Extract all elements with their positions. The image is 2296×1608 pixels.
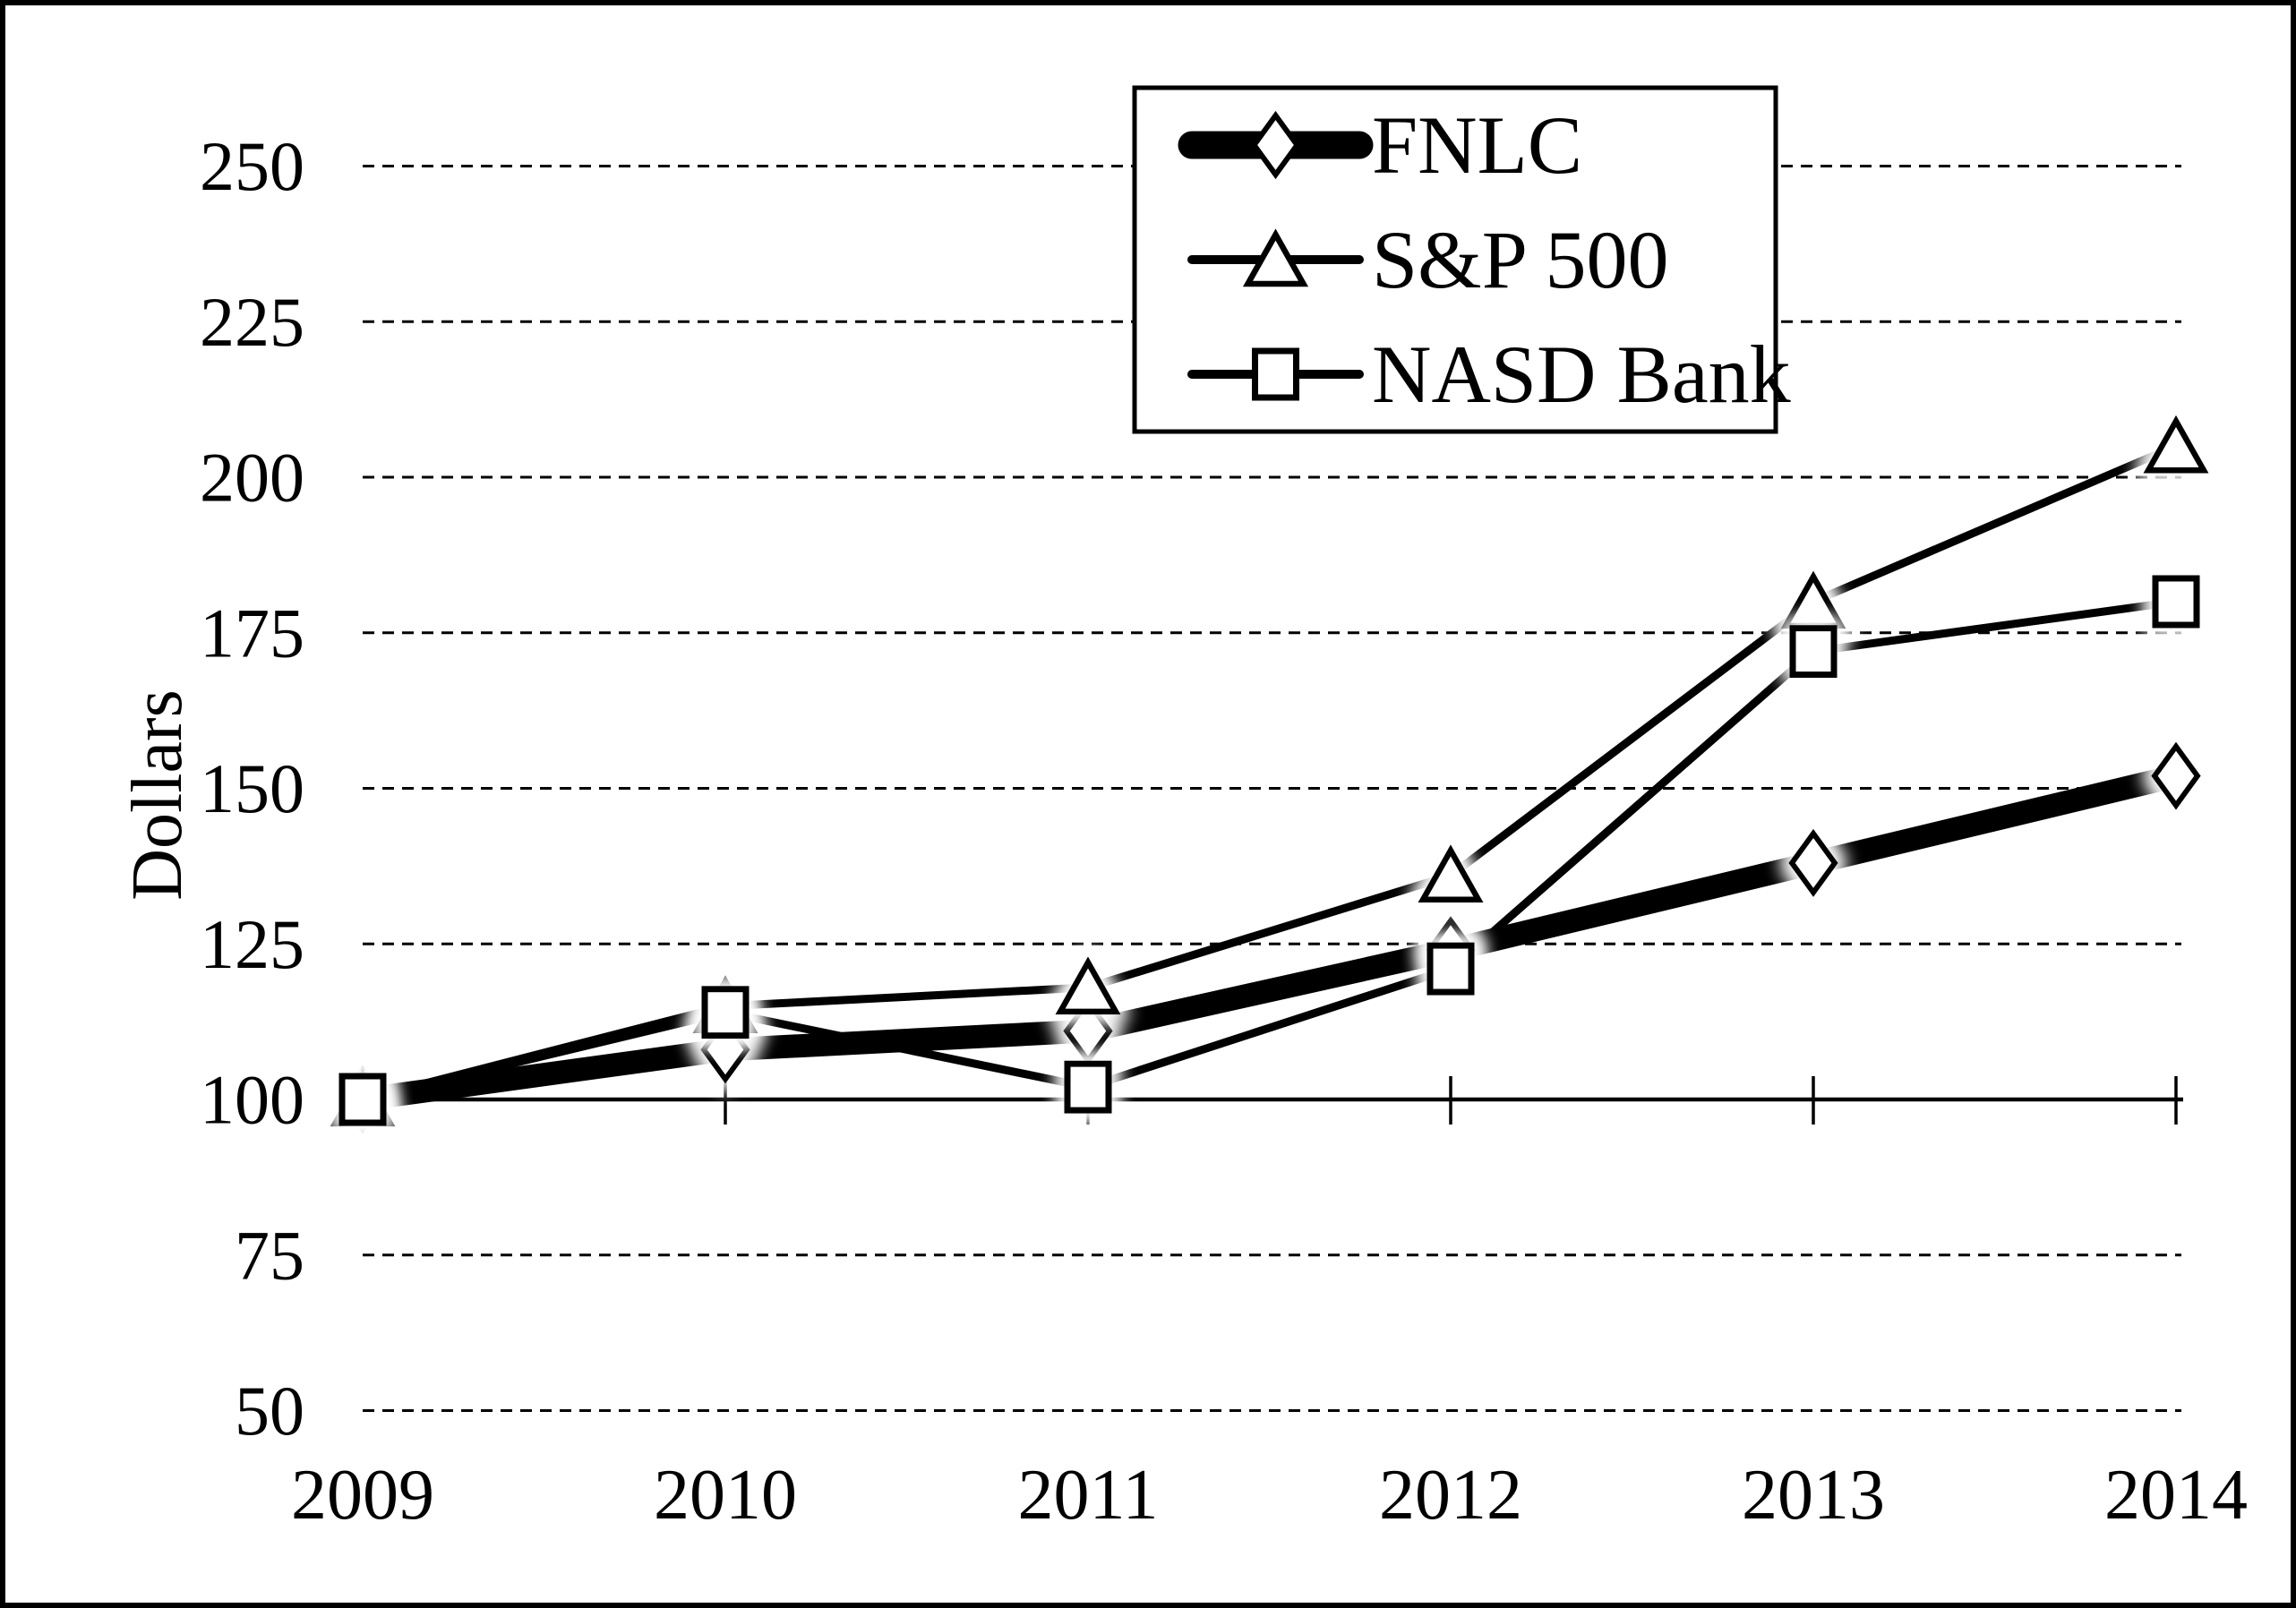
y-tick-label-75: 75 — [235, 1216, 304, 1294]
series-line-square — [358, 597, 2180, 1104]
y-axis-title-layer: Dollars — [118, 689, 197, 901]
y-tick-labels: 250 225 200 175 150 125 100 75 50 — [200, 127, 304, 1450]
marker-triangle-2011 — [1055, 956, 1121, 1015]
marker-square-2010 — [701, 986, 750, 1039]
x-tick-label-2014: 2014 — [2104, 1456, 2248, 1535]
marker-square-2013 — [1789, 625, 1838, 679]
legend-row-diamond: FNLC — [1178, 99, 1582, 191]
marker-diamond-2014 — [2151, 741, 2201, 810]
legend-row-triangle: S&P 500 — [1187, 214, 1668, 305]
legend-label-square: NASD Bank — [1372, 329, 1791, 420]
y-tick-label-50: 50 — [235, 1372, 304, 1450]
y-tick-label-100: 100 — [200, 1061, 304, 1139]
marker-triangle-2013 — [1780, 570, 1846, 629]
series-markers-square — [338, 575, 2200, 1126]
x-tick-label-2011: 2011 — [1017, 1456, 1158, 1535]
series-lines-layer — [351, 441, 2188, 1111]
x-tick-labels: 2009 2010 2011 2012 2013 2014 — [291, 1456, 2248, 1535]
y-tick-label-200: 200 — [200, 439, 304, 517]
x-tick-label-2012: 2012 — [1379, 1456, 1522, 1535]
marker-square-2009 — [338, 1073, 387, 1126]
y-tick-label-125: 125 — [200, 905, 304, 983]
marker-square-2014 — [2152, 575, 2200, 629]
y-tick-label-150: 150 — [200, 749, 304, 827]
legend: FNLC S&P 500 NASD Bank — [1132, 85, 1791, 434]
marker-triangle-2014 — [2143, 415, 2209, 474]
y-tick-label-250: 250 — [200, 127, 304, 205]
axis-layer — [361, 1076, 2183, 1125]
x-tick-label-2013: 2013 — [1742, 1456, 1885, 1535]
x-tick-label-2010: 2010 — [654, 1456, 797, 1535]
marker-square-2011 — [1064, 1060, 1112, 1114]
legend-row-square: NASD Bank — [1187, 329, 1791, 420]
x-tick-label-2009: 2009 — [291, 1456, 434, 1535]
legend-marker-diamond-icon — [1250, 110, 1301, 180]
y-tick-label-225: 225 — [200, 283, 304, 361]
legend-label-diamond: FNLC — [1372, 99, 1582, 191]
series-line-diamond — [351, 764, 2188, 1111]
legend-marker-square-icon — [1252, 347, 1299, 401]
legend-marker-triangle-icon — [1242, 228, 1309, 287]
marker-square-2012 — [1426, 942, 1475, 996]
legend-label-triangle: S&P 500 — [1372, 214, 1668, 305]
marker-triangle-2012 — [1418, 844, 1484, 903]
marker-diamond-2011 — [1063, 996, 1113, 1065]
y-tick-label-175: 175 — [200, 594, 304, 671]
series-markers-triangle — [330, 415, 2209, 1127]
y-axis-title: Dollars — [118, 689, 197, 901]
series-markers-layer — [330, 415, 2209, 1134]
marker-diamond-2013 — [1788, 828, 1838, 898]
series-line-triangle — [358, 441, 2180, 1104]
